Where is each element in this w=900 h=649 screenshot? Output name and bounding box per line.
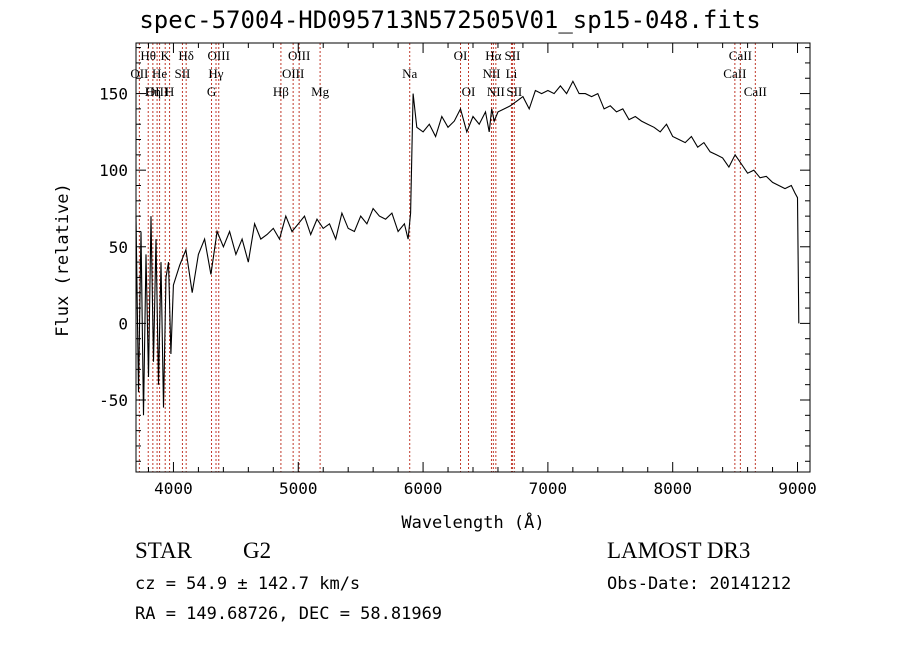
spectral-line-label: Mg	[311, 84, 330, 99]
x-tick-label: 5000	[279, 479, 318, 498]
spectral-line-label: Li	[506, 66, 518, 81]
spectral-line-label: OIII	[282, 66, 304, 81]
chart-title: spec-57004-HD095713N572505V01_sp15-048.f…	[139, 6, 761, 34]
star-subclass: G2	[243, 538, 272, 563]
observation-date: Obs-Date: 20141212	[607, 574, 792, 594]
y-tick-label: 100	[99, 161, 128, 180]
y-tick-label: 150	[99, 85, 128, 104]
y-tick-label: -50	[99, 391, 128, 410]
y-axis-label: Flux (relative)	[53, 183, 73, 337]
spectral-line-label: OI	[462, 84, 476, 99]
spectral-line-label: Hβ	[273, 84, 289, 99]
spectral-line-label: Hθ	[140, 48, 156, 63]
x-tick-label: 8000	[653, 479, 692, 498]
star-class: STAR	[135, 538, 192, 563]
spectral-line-label: Hα	[485, 48, 501, 63]
spectral-line-label: H	[165, 84, 174, 99]
x-tick-label: 4000	[154, 479, 193, 498]
x-axis-label: Wavelength (Å)	[401, 511, 544, 533]
x-tick-label: 6000	[404, 479, 443, 498]
spectral-line-label: OIII	[288, 48, 310, 63]
spectral-line-label: He	[152, 66, 167, 81]
plot-frame	[135, 42, 811, 473]
spectral-line-label: SII	[506, 84, 522, 99]
x-tick-label: 7000	[529, 479, 568, 498]
spectral-line-label: SII	[174, 66, 190, 81]
survey-name: LAMOST DR3	[607, 538, 751, 563]
spectral-line-label: Hγ	[208, 66, 223, 81]
spectral-line-label: Hη	[145, 84, 161, 99]
spectral-line-label: G	[207, 84, 216, 99]
spectral-line-label: CaII	[723, 66, 746, 81]
spectral-line-label: Na	[402, 66, 417, 81]
spectral-line-label: OI	[454, 48, 468, 63]
spectral-line-label: OIII	[208, 48, 230, 63]
spectral-line-label: OIII	[146, 84, 168, 99]
spectral-line-label: CaII	[729, 48, 752, 63]
spectral-line-label: OII	[130, 66, 148, 81]
spectral-line-label: CaII	[744, 84, 767, 99]
spectral-line-label: K	[161, 48, 171, 63]
y-tick-label: 0	[118, 314, 128, 333]
y-tick-label: 50	[109, 238, 128, 257]
spectral-line-label: NII	[482, 66, 500, 81]
spectral-line-label: NII	[487, 84, 505, 99]
spectral-line-label: SII	[504, 48, 520, 63]
x-tick-label: 9000	[778, 479, 817, 498]
spectral-line-label: Hδ	[178, 48, 194, 63]
spectrum-series-line	[135, 80, 800, 416]
coordinates: RA = 149.68726, DEC = 58.81969	[135, 604, 443, 624]
redshift-cz: cz = 54.9 ± 142.7 km/s	[135, 574, 361, 594]
